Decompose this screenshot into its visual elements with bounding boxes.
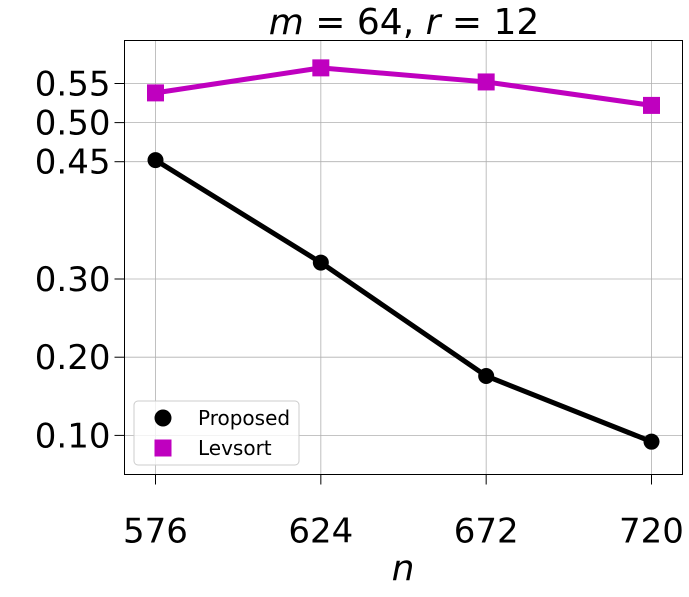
data-point-proposed <box>478 367 495 384</box>
x-tick-label: 576 <box>123 512 188 552</box>
legend-marker-proposed <box>154 409 172 427</box>
y-tick-label: 0.45 <box>35 143 111 183</box>
x-tick-label: 720 <box>619 512 684 552</box>
data-point-levsort <box>147 84 164 102</box>
axis-ticks: 576 624 672 720 0.10 0.20 0.30 0.450.500.55 <box>35 65 684 552</box>
legend-label-levsort: Levsort <box>198 436 272 460</box>
x-tick-label: 672 <box>454 512 519 552</box>
y-tick-label: 0.10 <box>35 416 111 456</box>
legend: Proposed Levsort <box>133 400 300 466</box>
series-line-levsort <box>153 65 654 108</box>
x-axis-label: n <box>392 548 415 589</box>
data-point-levsort <box>312 59 330 77</box>
data-point-levsort <box>643 96 660 114</box>
data-point-levsort <box>477 73 495 91</box>
x-tick-label: 624 <box>288 512 353 552</box>
y-tick-label: 0.55 <box>35 65 111 105</box>
chart-title: m = 64, r = 12 <box>269 2 540 43</box>
series-line-proposed <box>153 157 654 445</box>
data-point-proposed <box>147 152 164 169</box>
plot-frame <box>124 40 683 475</box>
y-tick-label: 0.50 <box>35 104 111 144</box>
data-point-proposed <box>312 254 329 271</box>
data-point-proposed <box>643 433 660 450</box>
series <box>147 59 660 450</box>
legend-label-proposed: Proposed <box>198 406 290 430</box>
y-tick-label: 0.20 <box>35 338 111 378</box>
y-tick-label: 0.30 <box>35 260 111 300</box>
legend-box <box>133 400 300 466</box>
legend-marker-levsort <box>154 439 172 457</box>
